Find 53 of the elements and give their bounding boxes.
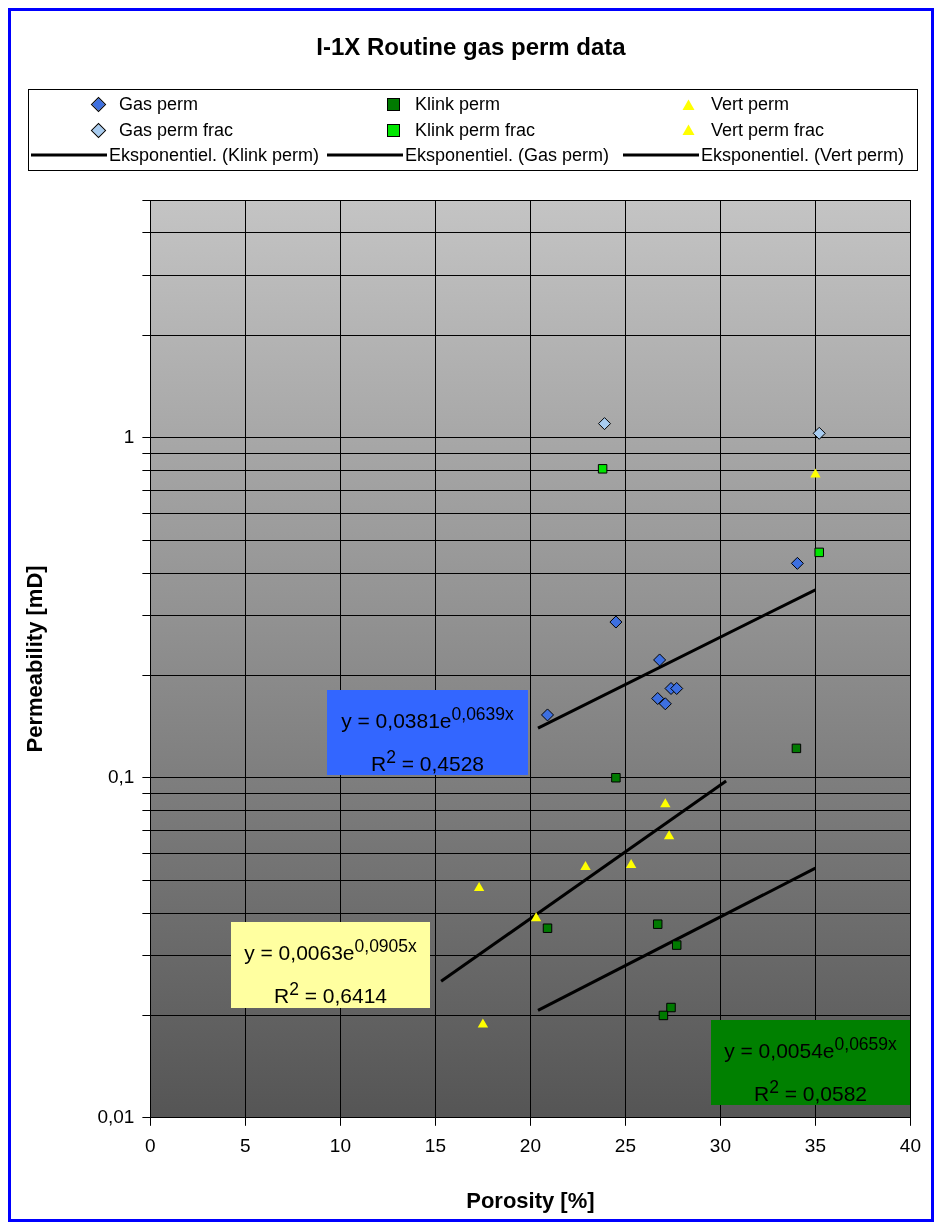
point xyxy=(670,682,684,695)
text: y = 0,0063e$^{0,0905x}$ R$^{2}$ = 0,6414 xyxy=(244,936,417,1007)
x-tick-label: 15 xyxy=(424,1135,446,1157)
point xyxy=(580,861,591,871)
point xyxy=(652,919,663,929)
y-tick-label: 0,1 xyxy=(107,765,135,787)
point xyxy=(663,830,675,840)
chart-title: I-1X Routine gas perm data xyxy=(315,33,627,61)
legend-label: Gas perm xyxy=(119,94,199,116)
point xyxy=(611,773,621,783)
x-tick-label: 10 xyxy=(329,1135,351,1157)
point xyxy=(658,697,672,711)
legend-label: Gas perm frac xyxy=(119,119,234,141)
x-tick-label: 30 xyxy=(709,1135,731,1157)
point xyxy=(814,547,824,558)
point xyxy=(812,426,826,440)
x-tick-label: 35 xyxy=(804,1135,826,1157)
point xyxy=(541,708,555,722)
x-tick-label: 25 xyxy=(614,1135,636,1157)
point xyxy=(625,858,637,868)
point xyxy=(653,653,667,667)
legend-label: Klink perm xyxy=(415,94,501,116)
point xyxy=(473,882,485,891)
legend-label: Vert perm frac xyxy=(711,119,825,141)
text: y = 0,0054e$^{0,0659x}$ R$^{2}$ = 0,0582 xyxy=(724,1034,897,1105)
point xyxy=(671,940,682,950)
point xyxy=(790,556,804,570)
point xyxy=(597,464,608,474)
x-tick-label: 5 xyxy=(240,1135,251,1157)
legend-label: Vert perm xyxy=(711,94,790,116)
point xyxy=(542,923,553,933)
y-tick-label: 0,01 xyxy=(97,1106,135,1128)
point xyxy=(651,692,665,706)
x-tick-label: 20 xyxy=(519,1135,541,1157)
point xyxy=(530,912,542,922)
point xyxy=(810,468,821,478)
y-axis-title: Permeability [mD] xyxy=(22,565,48,753)
x-tick-label: 40 xyxy=(899,1135,921,1157)
point xyxy=(598,417,612,431)
point xyxy=(658,1010,669,1021)
legend-label: Eksponentiel. (Vert perm) xyxy=(701,144,905,166)
y-tick-label: 1 xyxy=(123,425,135,447)
x-tick-label: 0 xyxy=(145,1135,156,1157)
legend-label: Klink perm frac xyxy=(415,119,536,141)
text: y = 0,0381e$^{0,0639x}$ R$^{2}$ = 0,4528 xyxy=(341,704,514,775)
point xyxy=(477,1018,489,1028)
legend-label: Eksponentiel. (Gas perm) xyxy=(405,144,610,166)
point xyxy=(660,798,671,808)
x-axis-title: Porosity [%] xyxy=(466,1187,595,1213)
point xyxy=(791,743,802,754)
point xyxy=(666,1002,676,1013)
legend-label: Eksponentiel. (Klink perm) xyxy=(109,144,320,166)
point xyxy=(609,615,623,629)
